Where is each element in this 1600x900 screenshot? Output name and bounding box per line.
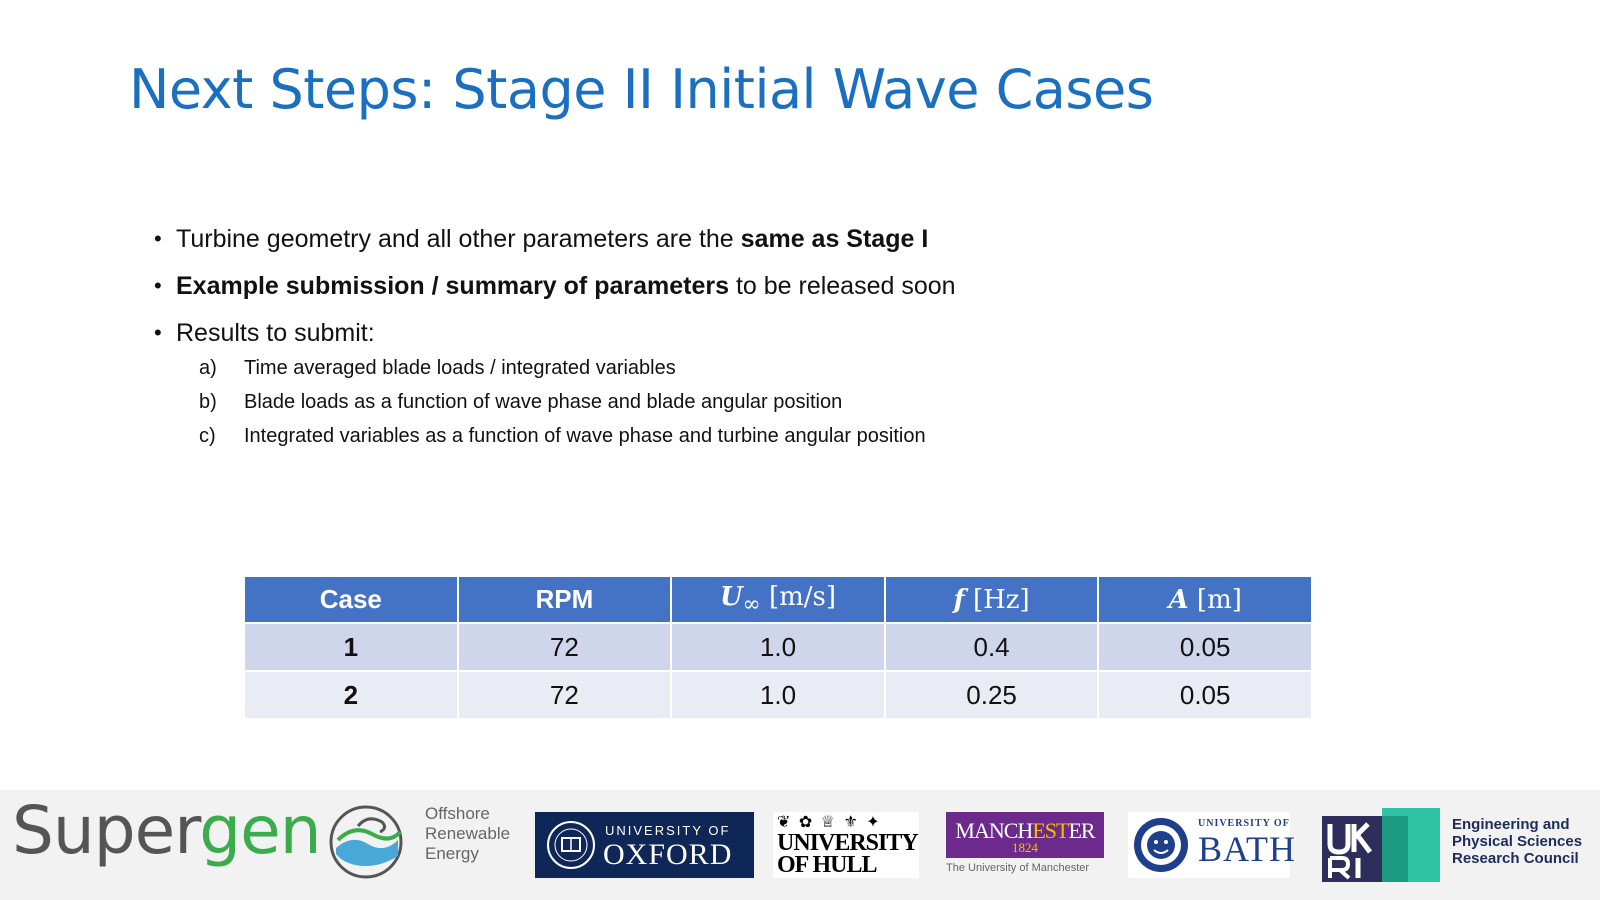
table-header-row: Case RPM U∞ [m/s] f [Hz] A [m] (243, 575, 1313, 624)
cell-case: 1 (243, 622, 459, 672)
offshore-renewable-text: Offshore Renewable Energy (425, 804, 510, 864)
manchester-name: MANCHESTER (946, 818, 1104, 844)
manchester-box: MANCHESTER 1824 (946, 812, 1104, 858)
supergen-logo-text: Supergen (12, 792, 322, 869)
sub-list: a) Time averaged blade loads / integrate… (154, 356, 1154, 458)
supergen-text-b: gen (199, 792, 321, 869)
sub-item: c) Integrated variables as a function of… (154, 424, 1154, 458)
manchester-name-b: ER (1068, 818, 1095, 843)
sub-item: b) Blade loads as a function of wave pha… (154, 390, 1154, 424)
sub-item-marker: b) (199, 391, 217, 413)
bath-line1: UNIVERSITY OF (1198, 818, 1290, 829)
amplitude-unit: [m] (1188, 585, 1242, 615)
epsrc-line: Physical Sciences (1452, 833, 1583, 850)
header-case: Case (243, 575, 459, 624)
hull-logo: ❦ ✿ ♕ ⚜ ✦ UNIVERSITY OF HULL (773, 812, 919, 878)
hull-crest-icons: ❦ ✿ ♕ ⚜ ✦ (777, 814, 882, 831)
velocity-unit: [m/s] (760, 582, 836, 613)
header-amplitude: A [m] (1097, 575, 1313, 624)
cell-rpm: 72 (456, 622, 673, 672)
cell-velocity: 1.0 (670, 670, 886, 720)
manchester-year: 1824 (1012, 840, 1038, 855)
manchester-name-est: EST (1032, 818, 1069, 843)
bullet-bold-text: same as Stage I (740, 225, 929, 253)
bath-logo: UNIVERSITY OF BATH (1128, 812, 1295, 878)
frequency-symbol: f (953, 585, 965, 615)
frequency-unit: [Hz] (964, 585, 1030, 615)
sub-item: a) Time averaged blade loads / integrate… (154, 356, 1154, 390)
bullet-item: • Results to submit: (154, 319, 1154, 347)
header-velocity: U∞ [m/s] (670, 575, 886, 624)
slide-title: Next Steps: Stage II Initial Wave Cases (129, 58, 1154, 121)
oxford-seal-icon (547, 821, 595, 869)
bullet-bold-text: Example submission / summary of paramete… (176, 272, 729, 300)
sub-item-marker: c) (199, 425, 216, 447)
table-row: 2 72 1.0 0.25 0.05 (243, 670, 1313, 720)
ukri-logo-icon (1322, 808, 1440, 882)
sub-item-marker: a) (199, 357, 217, 379)
hull-line1: UNIVERSITY (777, 830, 919, 856)
logo-footer: Supergen Offshore Renewable Energy UNIVE… (0, 790, 1600, 900)
bath-seal-icon (1134, 818, 1188, 872)
epsrc-line: Engineering and (1452, 816, 1570, 833)
epsrc-text: Engineering and Physical Sciences Resear… (1452, 816, 1582, 867)
manchester-subtitle: The University of Manchester (946, 862, 1090, 874)
hull-line2: OF HULL (777, 852, 877, 878)
velocity-symbol: U (719, 582, 743, 613)
sub-item-text: Time averaged blade loads / integrated v… (244, 357, 676, 379)
cell-frequency: 0.25 (883, 670, 1100, 720)
bullet-item: • Example submission / summary of paramet… (154, 272, 1154, 300)
cell-amplitude: 0.05 (1097, 622, 1313, 672)
bullet-text: Turbine geometry and all other parameter… (176, 225, 741, 253)
oxford-line1: UNIVERSITY OF (605, 823, 731, 838)
cell-case: 2 (243, 670, 459, 720)
sub-item-text: Integrated variables as a function of wa… (244, 425, 926, 447)
cell-rpm: 72 (456, 670, 673, 720)
supergen-text-a: Super (12, 792, 200, 869)
bullet-dot: • (154, 226, 162, 251)
bullet-item: • Turbine geometry and all other paramete… (154, 225, 1154, 253)
manchester-logo: MANCHESTER 1824 The University of Manche… (946, 812, 1104, 878)
manchester-name-a: MANCH (955, 818, 1033, 843)
cell-frequency: 0.4 (883, 622, 1100, 672)
table-row: 1 72 1.0 0.4 0.05 (243, 622, 1313, 672)
oxford-line2: OXFORD (603, 838, 733, 871)
bullet-dot: • (154, 320, 162, 345)
offshore-line: Renewable (425, 824, 511, 843)
offshore-line: Offshore (425, 804, 490, 823)
sub-item-text: Blade loads as a function of wave phase … (244, 391, 843, 413)
header-frequency: f [Hz] (883, 575, 1100, 624)
cell-amplitude: 0.05 (1097, 670, 1313, 720)
epsrc-line: Research Council (1452, 850, 1579, 867)
velocity-subscript: ∞ (742, 592, 761, 618)
bullet-text: Results to submit: (176, 319, 375, 347)
oxford-logo: UNIVERSITY OF OXFORD (535, 812, 754, 878)
cell-velocity: 1.0 (670, 622, 886, 672)
offshore-line: Energy (425, 844, 479, 863)
bath-line2: BATH (1198, 829, 1297, 869)
supergen-wave-icon (329, 805, 403, 879)
wave-cases-table: Case RPM U∞ [m/s] f [Hz] A [m] 1 72 1.0 … (243, 575, 1313, 720)
bullet-list: • Turbine geometry and all other paramete… (154, 225, 1154, 458)
amplitude-symbol: A (1168, 585, 1189, 615)
bullet-dot: • (154, 273, 162, 298)
header-rpm: RPM (456, 575, 673, 624)
bullet-text: to be released soon (729, 272, 956, 300)
